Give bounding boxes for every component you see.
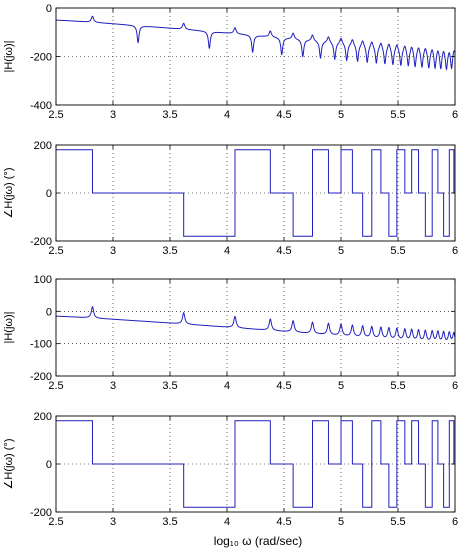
panels: 2.5 3 3.5 4 4.5 5 5.5 6 0 -200 -400 |H(jω)| 2.5 3 3.5 4… — [3, 3, 458, 528]
subplot-4: 2.5 3 3.5 4 4.5 5 5.5 6 200 0 -200 ∠H(jω) (°) — [3, 411, 458, 528]
x-tick-label: 4 — [224, 380, 230, 392]
x-tick-label: 5 — [338, 380, 344, 392]
subplot-3: 2.5 3 3.5 4 4.5 5 5.5 6 100 0 -100 -200 |H(jω)| — [3, 274, 458, 392]
axes-frame — [55, 278, 456, 377]
x-tick-label: 2.5 — [48, 516, 63, 528]
x-tick-label: 2.5 — [48, 109, 63, 121]
x-tick-label: 5.5 — [390, 516, 405, 528]
y-tick-label: -200 — [30, 52, 52, 64]
y-tick-label: 200 — [34, 411, 52, 423]
y-tick-label: 0 — [46, 306, 52, 318]
x-tick-label: 6 — [452, 516, 458, 528]
y-tick-label: 0 — [46, 459, 52, 471]
x-tick-label: 3.5 — [162, 245, 177, 257]
x-axis-label: log₁₀ ω (rad/sec) — [214, 534, 302, 548]
x-tick-label: 3 — [110, 516, 116, 528]
x-tick-label: 4 — [224, 109, 230, 121]
subplot-2: 2.5 3 3.5 4 4.5 5 5.5 6 200 0 -200 ∠H(jω) (°) — [3, 140, 458, 257]
y-tick-label: 100 — [34, 274, 52, 286]
x-tick-label: 4.5 — [276, 245, 291, 257]
x-tick-label: 4 — [224, 245, 230, 257]
x-tick-label: 6 — [452, 245, 458, 257]
x-tick-label: 3 — [110, 109, 116, 121]
series-line — [56, 149, 455, 237]
x-tick-label: 3.5 — [162, 380, 177, 392]
plot-area — [56, 8, 455, 105]
y-tick-label: -400 — [30, 100, 52, 112]
x-tick-label: 5 — [338, 109, 344, 121]
x-tick-label: 5 — [338, 516, 344, 528]
y-axis-label: |H(jω)| — [3, 311, 15, 343]
y-tick-label: -200 — [30, 507, 52, 519]
x-tick-label: 4.5 — [276, 380, 291, 392]
x-tick-label: 3 — [110, 380, 116, 392]
x-tick-label: 2.5 — [48, 245, 63, 257]
y-tick-label: -100 — [30, 339, 52, 351]
y-tick-label: 200 — [34, 140, 52, 152]
y-axis-label: ∠H(jω) (°) — [3, 439, 15, 490]
x-tick-label: 5.5 — [390, 380, 405, 392]
x-tick-label: 3 — [110, 245, 116, 257]
x-tick-label: 5.5 — [390, 245, 405, 257]
y-axis-label: |H(jω)| — [3, 40, 15, 72]
x-tick-label: 5.5 — [390, 109, 405, 121]
x-tick-label: 3.5 — [162, 516, 177, 528]
x-tick-label: 3.5 — [162, 109, 177, 121]
plot-area — [56, 279, 455, 376]
x-tick-label: 4.5 — [276, 516, 291, 528]
y-tick-label: 0 — [46, 188, 52, 200]
x-tick-label: 6 — [452, 380, 458, 392]
y-tick-label: 0 — [46, 3, 52, 15]
x-tick-label: 2.5 — [48, 380, 63, 392]
subplot-1: 2.5 3 3.5 4 4.5 5 5.5 6 0 -200 -400 |H(jω)| — [3, 3, 458, 121]
x-tick-label: 5 — [338, 245, 344, 257]
y-tick-label: -200 — [30, 371, 52, 383]
x-tick-label: 4.5 — [276, 109, 291, 121]
series-line — [55, 306, 456, 340]
series-line — [55, 15, 456, 71]
series-line — [56, 420, 455, 508]
x-tick-label: 4 — [224, 516, 230, 528]
x-tick-label: 6 — [452, 109, 458, 121]
y-tick-label: -200 — [30, 236, 52, 248]
y-axis-label: ∠H(jω) (°) — [3, 168, 15, 219]
